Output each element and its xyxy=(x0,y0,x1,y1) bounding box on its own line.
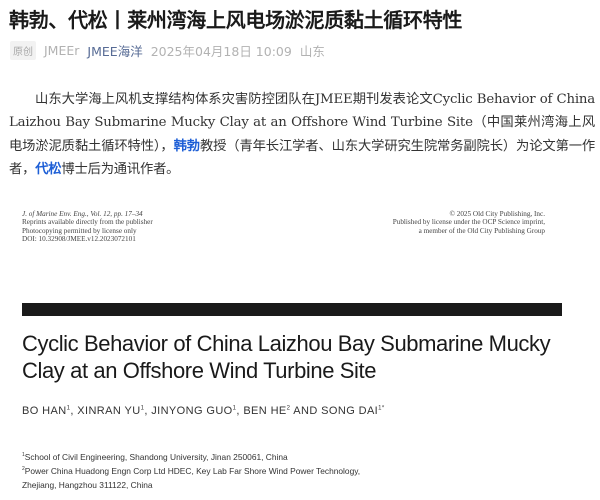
author-affiliation-mark: 1 xyxy=(232,405,237,412)
author-separator: , xyxy=(236,405,244,417)
original-badge: 原创 xyxy=(10,41,36,60)
author-name: JMEEr xyxy=(44,43,80,58)
author: BEN HE xyxy=(243,405,287,417)
author-affiliation-mark: 1* xyxy=(378,405,385,412)
license-note: Published by license under the OCP Scien… xyxy=(392,218,545,227)
author: BO HAN xyxy=(22,405,67,417)
author-affiliation-mark: 1 xyxy=(66,405,71,412)
author: XINRAN YU xyxy=(77,405,141,417)
author-highlight-dai: 代松 xyxy=(35,161,62,177)
author: SONG DAI xyxy=(321,405,379,417)
title-bar-divider xyxy=(22,303,562,316)
author-separator: , xyxy=(70,405,78,417)
photocopy-note: Photocopying permitted by license only xyxy=(22,226,137,235)
journal-header-left: J. of Marine Env. Eng., Vol. 12, pp. 17–… xyxy=(22,210,153,243)
paragraph-text: 山东大学海上风机支撑结构体系灾害防控团队在JMEE期刊发表论文Cyclic Be… xyxy=(9,92,595,154)
article-title: 韩勃、代松丨莱州湾海上风电场淤泥质黏土循环特性 xyxy=(9,8,463,32)
affiliation-2: 2Power China Huadong Engn Corp Ltd HDEC,… xyxy=(22,466,361,476)
paper-image: J. of Marine Env. Eng., Vol. 12, pp. 17–… xyxy=(0,200,600,500)
doi: DOI: 10.32908/JMEE.v12.2023072101 xyxy=(22,234,136,243)
affiliation-2-cont: Zhejiang, Hangzhou 311122, China xyxy=(22,480,153,490)
author-highlight-han: 韩勃 xyxy=(173,138,201,154)
journal-header-right: © 2025 Old City Publishing, Inc. Publish… xyxy=(393,210,545,235)
affiliation-1: 1School of Civil Engineering, Shandong U… xyxy=(22,452,288,462)
account-link[interactable]: JMEE海洋 xyxy=(87,44,143,59)
reprints-note: Reprints available directly from the pub… xyxy=(22,218,153,227)
author-affiliation-mark: 2 xyxy=(286,405,291,412)
author-affiliation-mark: 1 xyxy=(140,405,145,412)
location: 山东 xyxy=(299,44,325,59)
author-separator: AND xyxy=(290,405,322,417)
copyright: © 2025 Old City Publishing, Inc. xyxy=(449,210,545,218)
paper-authors: BO HAN1, XINRAN YU1, JINYONG GUO1, BEN H… xyxy=(22,405,385,417)
author: JINYONG GUO xyxy=(151,405,233,417)
article-meta: 原创 JMEEr JMEE海洋 2025年04月18日 10:09 山东 xyxy=(10,41,325,60)
paper-title: Cyclic Behavior of China Laizhou Bay Sub… xyxy=(22,331,551,383)
paragraph-text: 博士后为通讯作者。 xyxy=(61,161,180,177)
intro-paragraph: 山东大学海上风机支撑结构体系灾害防控团队在JMEE期刊发表论文Cyclic Be… xyxy=(9,88,595,181)
author-separator: , xyxy=(144,405,152,417)
publisher-group: a member of the Old City Publishing Grou… xyxy=(418,226,545,235)
paragraph-text: 教授（青年长江学者、山东大学研究生院常务副院长）为论文第一作者， xyxy=(9,138,596,177)
publish-datetime: 2025年04月18日 10:09 xyxy=(150,44,292,59)
journal-citation: J. of Marine Env. Eng., Vol. 12, pp. 17–… xyxy=(22,210,143,218)
